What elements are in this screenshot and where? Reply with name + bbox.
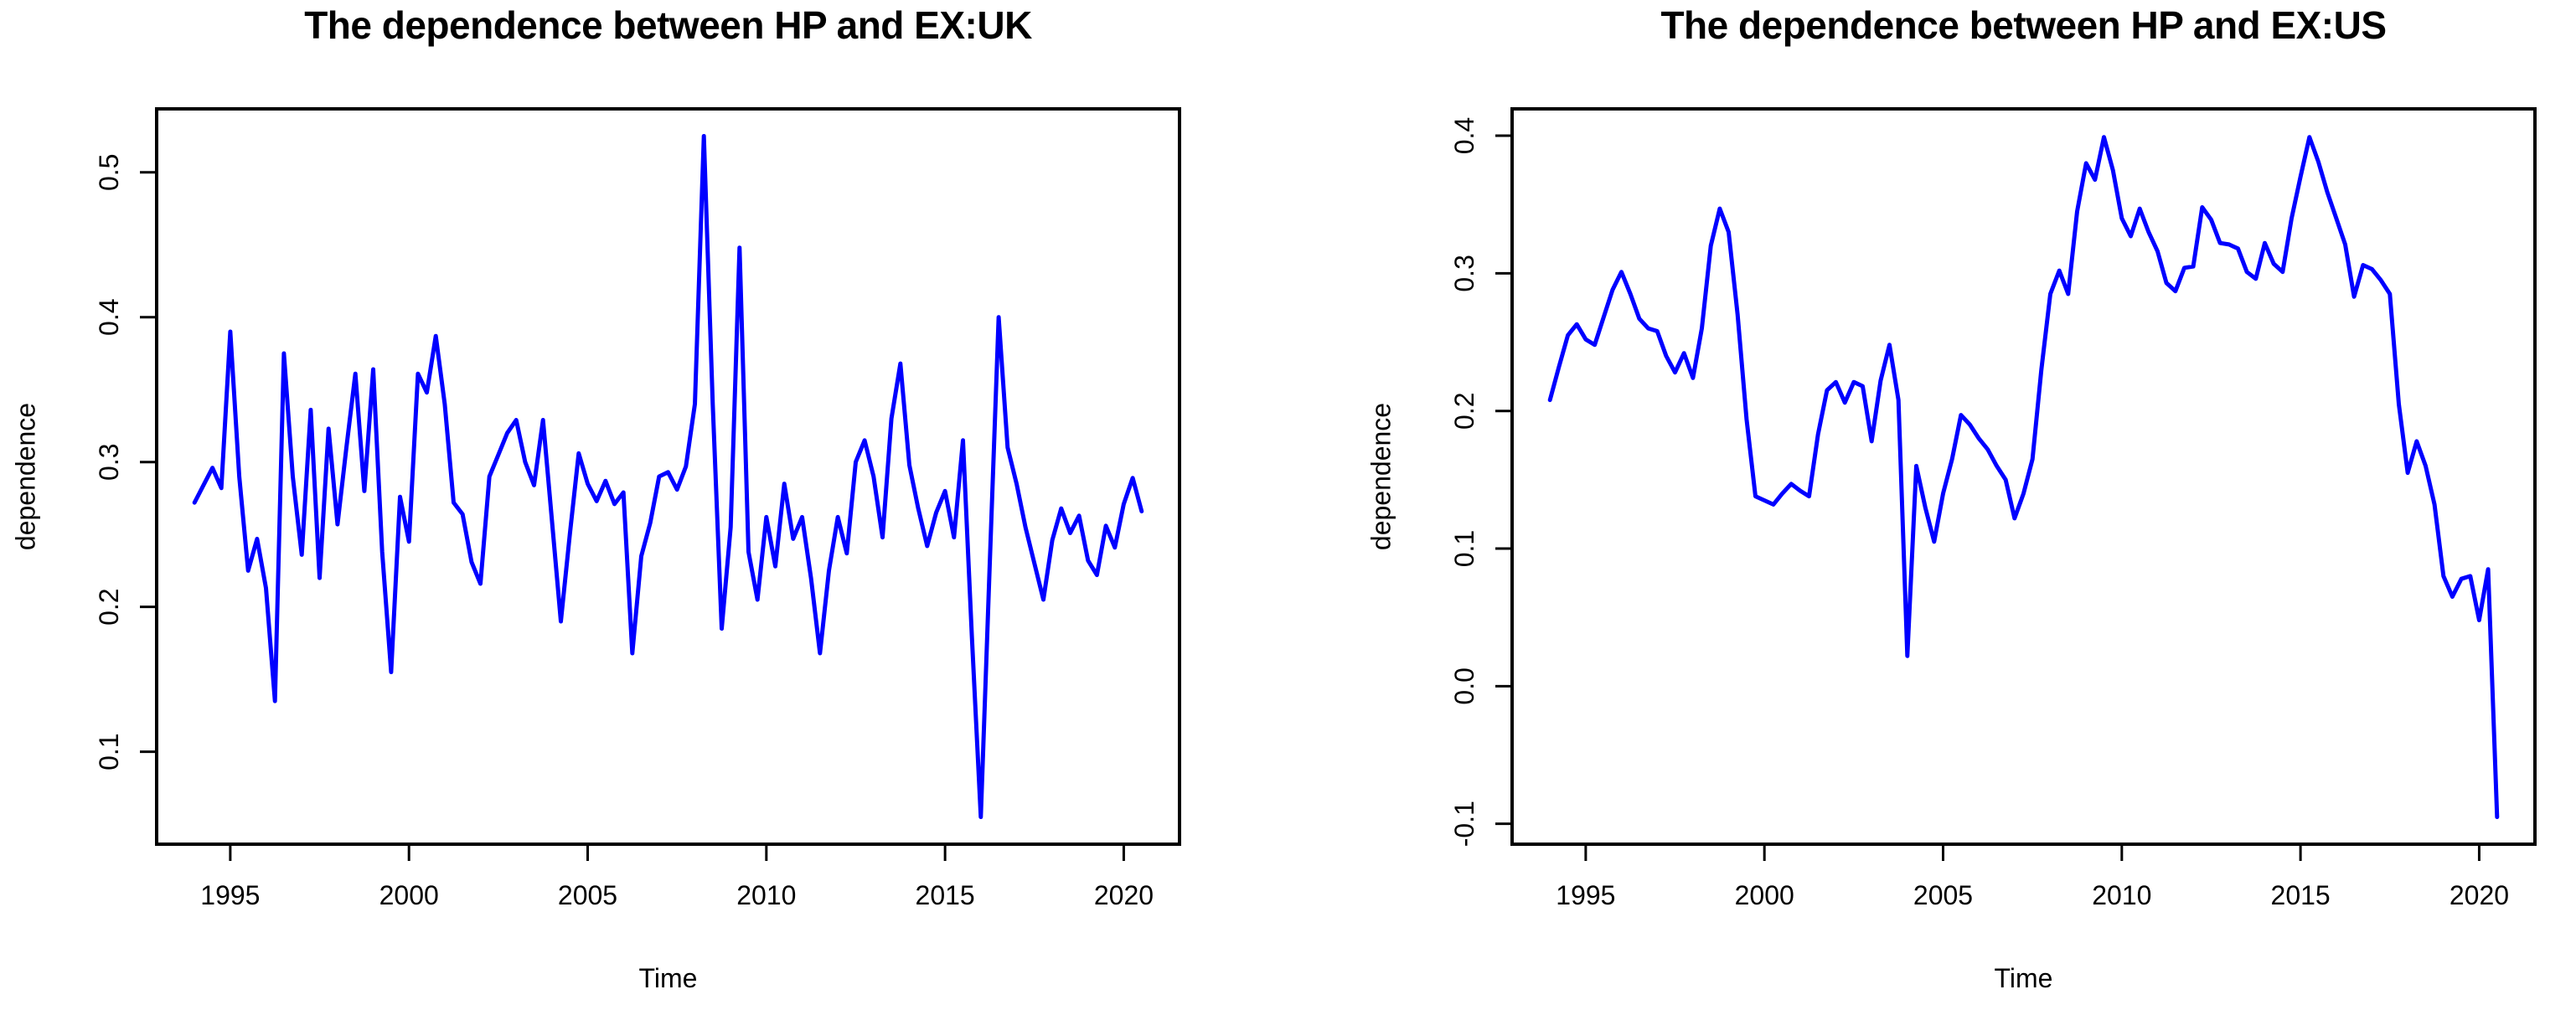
y-tick-label: 0.5 bbox=[94, 154, 124, 191]
x-tick-label: 2005 bbox=[558, 880, 617, 910]
x-tick-label: 2015 bbox=[2271, 880, 2331, 910]
x-tick-label: 1995 bbox=[1556, 880, 1615, 910]
y-tick-label: 0.2 bbox=[1449, 392, 1479, 429]
y-tick-label: 0.0 bbox=[1449, 667, 1479, 704]
x-tick-label: 2015 bbox=[916, 880, 975, 910]
us-chart-title: The dependence between HP and EX:US bbox=[1660, 3, 2387, 47]
plot-box bbox=[155, 107, 1181, 846]
x-tick-label: 2020 bbox=[2450, 880, 2509, 910]
dependence-series-line bbox=[192, 134, 1144, 819]
x-tick-label: 1995 bbox=[200, 880, 260, 910]
x-tick-label: 2010 bbox=[2092, 880, 2151, 910]
x-axis-ticks: 1995 2000 2005 2010 2015 2020 bbox=[200, 844, 1154, 910]
x-tick-label: 2000 bbox=[1735, 880, 1794, 910]
y-tick-label: 0.4 bbox=[1449, 117, 1479, 154]
uk-chart-title: The dependence between HP and EX:UK bbox=[304, 3, 1032, 47]
us-plot-group: 1995 2000 2005 2010 2015 2020 -0.1 0.0 0.1 0.2 0.3… bbox=[1449, 107, 2537, 910]
y-tick-label: 0.3 bbox=[1449, 255, 1479, 291]
plot-box bbox=[1510, 107, 2537, 846]
x-tick-label: 2020 bbox=[1094, 880, 1154, 910]
dependence-series-line bbox=[1547, 135, 2500, 819]
uk-plot-group: 1995 2000 2005 2010 2015 2020 0.1 0.2 0.3 0.4 0.5 bbox=[94, 107, 1181, 910]
x-axis-ticks: 1995 2000 2005 2010 2015 2020 bbox=[1556, 844, 2509, 910]
y-tick-label: 0.2 bbox=[94, 588, 124, 625]
y-tick-label: 0.1 bbox=[94, 733, 124, 770]
y-tick-label: 0.4 bbox=[94, 298, 124, 335]
y-axis-ticks: 0.1 0.2 0.3 0.4 0.5 bbox=[94, 154, 157, 770]
y-axis-ticks: -0.1 0.0 0.1 0.2 0.3 0.4 bbox=[1449, 117, 1512, 847]
x-tick-label: 2005 bbox=[1913, 880, 1973, 910]
x-tick-label: 2000 bbox=[379, 880, 439, 910]
y-tick-label: 0.3 bbox=[94, 443, 124, 480]
us-x-axis-label: Time bbox=[1994, 963, 2053, 993]
uk-x-axis-label: Time bbox=[638, 963, 698, 993]
y-tick-label: 0.1 bbox=[1449, 530, 1479, 567]
x-tick-label: 2010 bbox=[736, 880, 796, 910]
y-tick-label: -0.1 bbox=[1449, 801, 1479, 847]
